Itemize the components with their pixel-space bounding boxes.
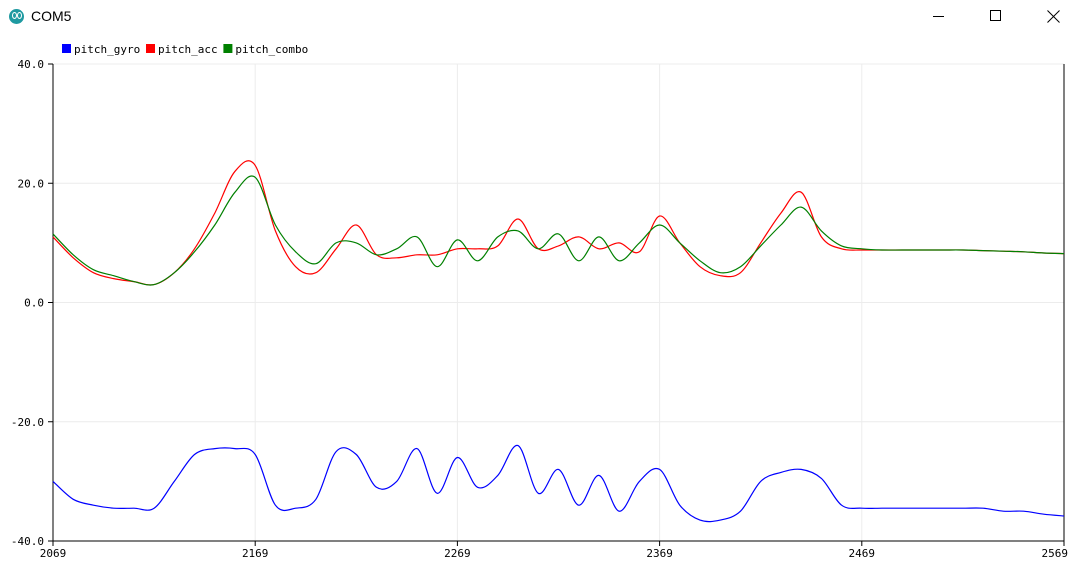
series-line-pitch-combo	[52, 175, 1065, 286]
x-tick-label: 2069	[40, 547, 67, 560]
x-tick-label: 2169	[242, 547, 269, 560]
y-tick-label: 0.0	[24, 297, 44, 310]
series-line-pitch-gyro	[52, 444, 1065, 523]
legend-swatch-pitch-combo	[223, 44, 233, 53]
title-bar: COM5	[0, 0, 1085, 34]
minimize-button[interactable]	[915, 0, 961, 34]
maximize-icon	[990, 10, 1001, 21]
y-tick-label: 40.0	[18, 58, 45, 71]
x-tick-label: 2269	[444, 547, 471, 560]
maximize-button[interactable]	[973, 0, 1019, 34]
window-title: COM5	[31, 8, 72, 24]
legend-label-pitch-gyro: pitch_gyro	[74, 43, 140, 56]
y-tick-label: -40.0	[11, 535, 44, 548]
x-tick-label: 2569	[1042, 547, 1069, 560]
series-lines	[52, 160, 1065, 523]
legend-label-pitch-combo: pitch_combo	[235, 43, 308, 56]
minimize-icon	[933, 16, 944, 17]
legend-swatch-pitch-gyro	[62, 44, 71, 53]
x-tick-label: 2369	[646, 547, 673, 560]
arduino-icon	[9, 9, 24, 24]
legend: pitch_gyro pitch_acc pitch_combo	[62, 43, 308, 56]
series-line-pitch-acc	[52, 160, 1065, 286]
y-tick-label: 20.0	[18, 177, 45, 190]
y-tick-label: -20.0	[11, 416, 44, 429]
legend-label-pitch-acc: pitch_acc	[158, 43, 218, 56]
x-tick-label: 2469	[849, 547, 876, 560]
legend-swatch-pitch-acc	[146, 44, 155, 53]
axes: 2069 2169 2269 2369 2469 2569 40.0 20.0 0.0 -20.0…	[11, 58, 1068, 560]
